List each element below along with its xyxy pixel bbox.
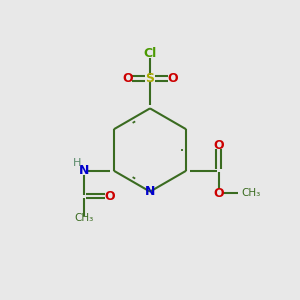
- Text: N: N: [79, 164, 89, 177]
- Text: O: O: [167, 72, 178, 85]
- Text: O: O: [122, 72, 133, 85]
- Text: S: S: [146, 72, 154, 85]
- Text: CH₃: CH₃: [241, 188, 260, 198]
- Text: O: O: [213, 139, 224, 152]
- Text: O: O: [213, 187, 224, 200]
- Text: Cl: Cl: [143, 47, 157, 60]
- Text: O: O: [104, 190, 115, 202]
- Text: H: H: [73, 158, 81, 168]
- Text: N: N: [145, 185, 155, 198]
- Text: CH₃: CH₃: [75, 213, 94, 224]
